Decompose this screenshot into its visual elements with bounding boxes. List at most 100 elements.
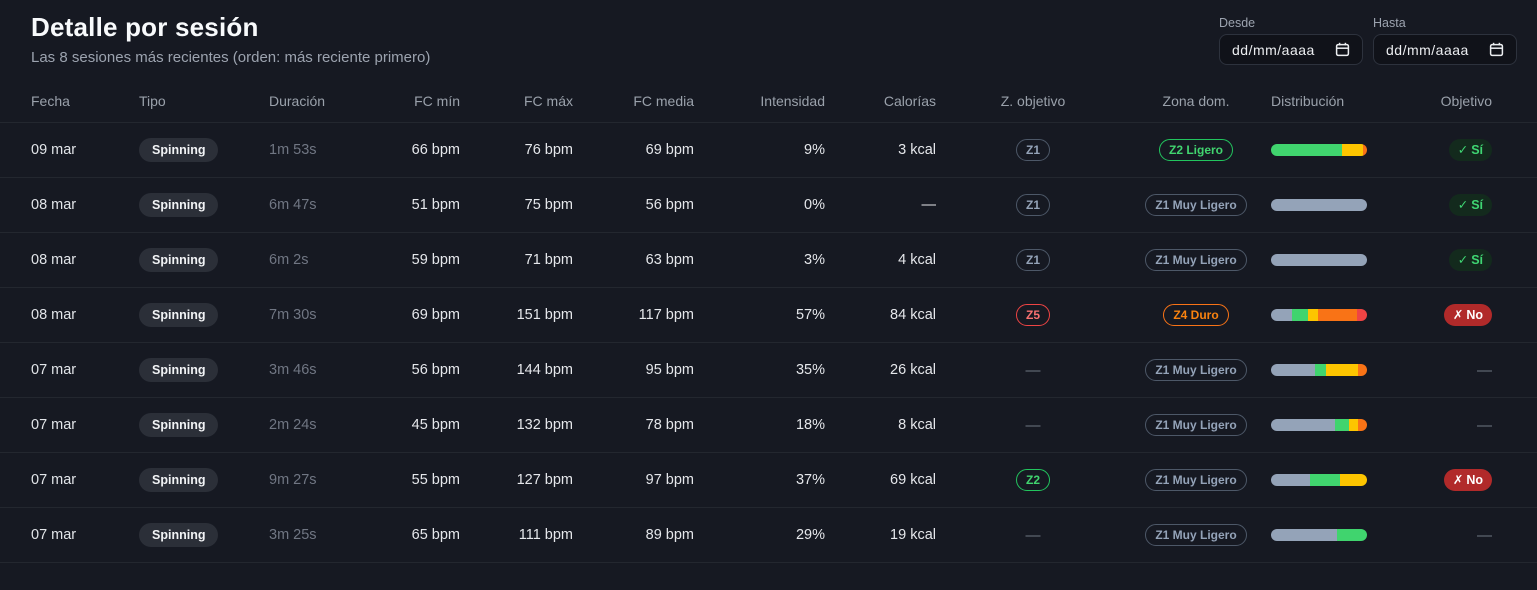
cell-z-objetivo: Z1: [936, 249, 1130, 271]
cell-duracion: 6m 47s: [269, 197, 317, 213]
objetivo-badge: ✗ No: [1443, 303, 1492, 327]
cell-tipo: Spinning: [139, 303, 269, 327]
distribution-bar: [1271, 309, 1367, 321]
objetivo-badge: —: [1477, 361, 1492, 379]
calendar-icon[interactable]: [1489, 42, 1504, 57]
z-objetivo-badge: Z2: [1015, 469, 1050, 491]
cell-zona-dom: Z1 Muy Ligero: [1130, 194, 1262, 216]
cell-zona-dom: Z1 Muy Ligero: [1130, 524, 1262, 546]
zona-dom-badge: Z1 Muy Ligero: [1145, 524, 1247, 546]
cell-zona-dom: Z1 Muy Ligero: [1130, 414, 1262, 436]
table-row: 09 mar Spinning 1m 53s 66 bpm 76 bpm 69 …: [0, 123, 1537, 178]
cell-distribucion: [1262, 474, 1390, 486]
cell-fc-media: 56 bpm: [645, 197, 694, 213]
distribution-bar: [1271, 199, 1367, 211]
distribution-bar: [1271, 364, 1367, 376]
cell-fc-min: 51 bpm: [411, 197, 460, 213]
z-objetivo-badge: Z1: [1015, 139, 1050, 161]
table-row: 07 mar Spinning 9m 27s 55 bpm 127 bpm 97…: [0, 453, 1537, 508]
cell-fecha: 08 mar: [31, 307, 77, 323]
cell-objetivo: ✓ Sí: [1390, 193, 1506, 217]
cross-icon: ✗: [1452, 472, 1464, 487]
distribution-segment-green: [1335, 419, 1349, 431]
cell-duracion: 7m 30s: [269, 307, 317, 323]
col-header-fc-min: FC mín: [414, 93, 460, 109]
objetivo-badge: —: [1477, 526, 1492, 544]
col-header-objetivo: Objetivo: [1440, 93, 1492, 109]
distribution-segment-yellow: [1348, 419, 1359, 431]
objetivo-badge: ✓ Sí: [1448, 248, 1492, 272]
col-header-fecha: Fecha: [31, 93, 70, 109]
z-objetivo-badge: —: [1025, 361, 1041, 379]
tipo-badge: Spinning: [139, 523, 219, 547]
cell-distribucion: [1262, 309, 1390, 321]
cell-tipo: Spinning: [139, 413, 269, 437]
cell-fc-max: 75 bpm: [524, 197, 573, 213]
cell-duracion: 3m 25s: [269, 527, 317, 543]
cell-zona-dom: Z4 Duro: [1130, 304, 1262, 326]
table-row: 08 mar Spinning 6m 47s 51 bpm 75 bpm 56 …: [0, 178, 1537, 233]
cell-tipo: Spinning: [139, 468, 269, 492]
cell-zona-dom: Z1 Muy Ligero: [1130, 249, 1262, 271]
cell-fc-media: 69 bpm: [645, 142, 694, 158]
cell-fc-max: 76 bpm: [524, 142, 573, 158]
cell-fc-media: 89 bpm: [645, 527, 694, 543]
cell-z-objetivo: —: [936, 362, 1130, 379]
zona-dom-badge: Z1 Muy Ligero: [1145, 249, 1247, 271]
col-header-calorias: Calorías: [883, 93, 936, 109]
cell-fc-media: 117 bpm: [638, 307, 694, 323]
col-header-fc-max: FC máx: [524, 93, 573, 109]
table-row: 07 mar Spinning 3m 25s 65 bpm 111 bpm 89…: [0, 508, 1537, 563]
tipo-badge: Spinning: [139, 413, 219, 437]
distribution-bar: [1271, 474, 1367, 486]
cell-fc-media: 78 bpm: [645, 417, 694, 433]
cell-fc-min: 55 bpm: [411, 472, 460, 488]
distribution-segment-slate: [1271, 474, 1311, 486]
calendar-icon[interactable]: [1335, 42, 1350, 57]
z-objetivo-badge: —: [1025, 526, 1041, 544]
date-to-input[interactable]: dd/mm/aaaa: [1373, 34, 1517, 65]
cell-calorias: 4 kcal: [898, 252, 936, 268]
cell-fc-max: 144 bpm: [516, 362, 573, 378]
cell-duracion: 6m 2s: [269, 252, 309, 268]
cell-duracion: 2m 24s: [269, 417, 317, 433]
cell-z-objetivo: Z1: [936, 194, 1130, 216]
check-icon: ✓: [1457, 197, 1469, 212]
table-body: 09 mar Spinning 1m 53s 66 bpm 76 bpm 69 …: [0, 123, 1537, 563]
col-header-z-objetivo: Z. objetivo: [1000, 93, 1066, 109]
cell-fc-min: 45 bpm: [411, 417, 460, 433]
cell-duracion: 1m 53s: [269, 142, 317, 158]
table-row: 08 mar Spinning 7m 30s 69 bpm 151 bpm 11…: [0, 288, 1537, 343]
distribution-segment-yellow: [1342, 144, 1364, 156]
tipo-badge: Spinning: [139, 468, 219, 492]
date-from-input[interactable]: dd/mm/aaaa: [1219, 34, 1363, 65]
cell-intensidad: 0%: [804, 197, 825, 213]
cell-zona-dom: Z1 Muy Ligero: [1130, 359, 1262, 381]
cell-calorias: 84 kcal: [890, 307, 936, 323]
cell-objetivo: —: [1390, 362, 1506, 379]
cell-objetivo: ✓ Sí: [1390, 248, 1506, 272]
objetivo-label: Sí: [1471, 197, 1483, 212]
distribution-segment-yellow: [1308, 309, 1319, 321]
z-objetivo-badge: Z1: [1015, 249, 1050, 271]
cell-calorias: 3 kcal: [898, 142, 936, 158]
cell-zona-dom: Z1 Muy Ligero: [1130, 469, 1262, 491]
distribution-segment-slate: [1271, 419, 1336, 431]
cell-z-objetivo: —: [936, 417, 1130, 434]
objetivo-label: No: [1466, 472, 1483, 487]
cell-objetivo: ✗ No: [1390, 303, 1506, 327]
distribution-segment-orange: [1318, 309, 1358, 321]
cell-fc-min: 59 bpm: [411, 252, 460, 268]
cell-distribucion: [1262, 419, 1390, 431]
distribution-bar: [1271, 254, 1367, 266]
cell-tipo: Spinning: [139, 248, 269, 272]
table-row: 07 mar Spinning 2m 24s 45 bpm 132 bpm 78…: [0, 398, 1537, 453]
zona-dom-badge: Z4 Duro: [1163, 304, 1229, 326]
check-icon: ✓: [1457, 252, 1469, 267]
tipo-badge: Spinning: [139, 303, 219, 327]
cell-calorias: 26 kcal: [890, 362, 936, 378]
cell-objetivo: —: [1390, 527, 1506, 544]
col-header-distribucion: Distribución: [1271, 93, 1345, 109]
cell-intensidad: 3%: [804, 252, 825, 268]
cell-tipo: Spinning: [139, 523, 269, 547]
